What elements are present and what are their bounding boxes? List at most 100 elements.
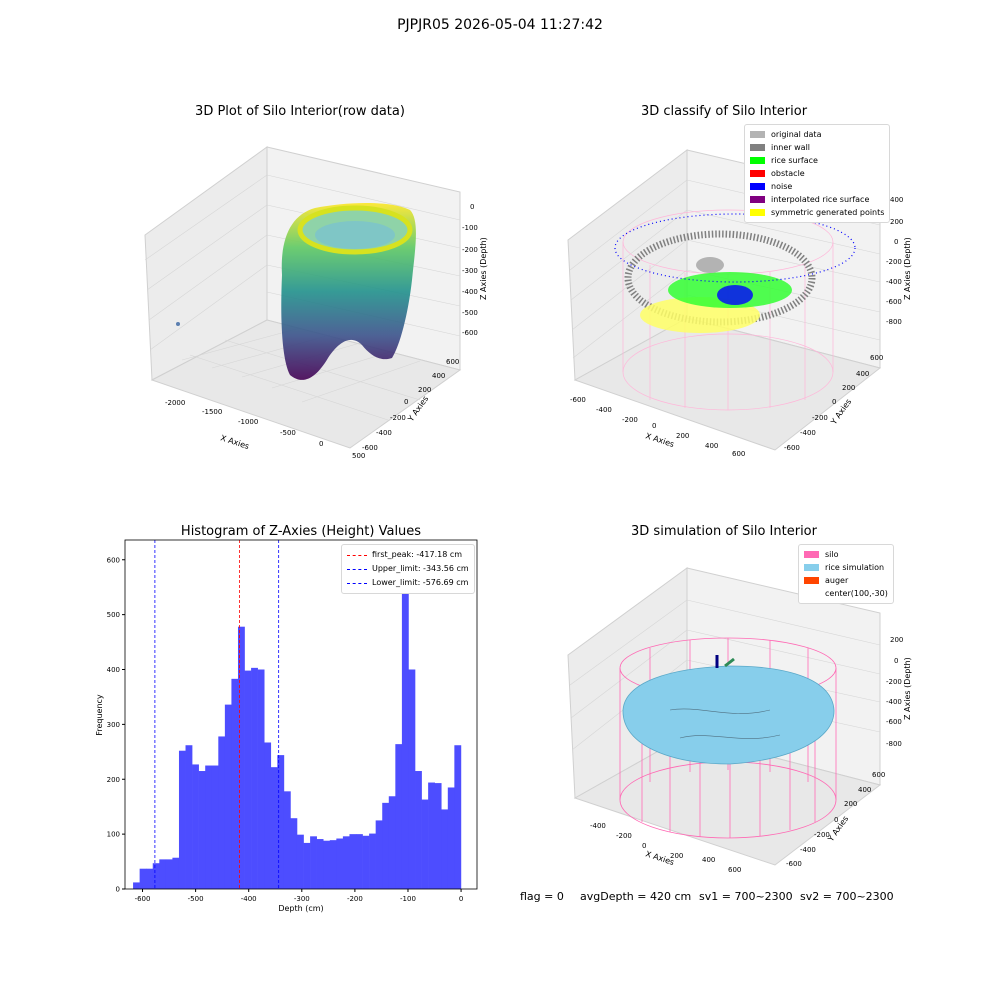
sim-x-tick: 600 xyxy=(728,866,741,874)
histogram-bar xyxy=(159,859,167,889)
histogram-bar xyxy=(375,820,383,889)
legend-label: Lower_limit: -576.69 cm xyxy=(372,578,469,587)
classify-y-tick: 400 xyxy=(856,370,869,378)
histogram-bar xyxy=(454,745,462,889)
legend-item-noise: noise xyxy=(750,180,884,193)
legend-swatch xyxy=(750,157,765,164)
histogram-x-tick-label: 0 xyxy=(459,895,463,903)
classify-plot-title: 3D classify of Silo Interior xyxy=(640,104,808,119)
sim-z-tick: 0 xyxy=(894,657,898,665)
histogram-bar xyxy=(237,626,245,889)
classify-legend: original data inner wall rice surface ob… xyxy=(744,124,891,223)
histogram-legend: first_peak: -417.18 cm Upper_limit: -343… xyxy=(341,544,475,594)
histogram-y-tick-label: 0 xyxy=(116,886,120,894)
histogram-bar xyxy=(362,835,370,889)
raw-z-tick: -400 xyxy=(462,288,478,296)
histogram-bar xyxy=(198,771,206,889)
histogram-bar xyxy=(146,868,154,889)
classify-3d-plot: -600 -400 -200 0 200 400 600 X Axies -60… xyxy=(567,148,912,458)
classify-y-tick: 200 xyxy=(842,384,855,392)
classify-x-tick: 600 xyxy=(732,450,745,458)
legend-swatch xyxy=(750,144,765,151)
classify-noise-ring xyxy=(614,213,856,283)
histogram-bar xyxy=(421,799,429,889)
raw-y-tick: -400 xyxy=(376,429,392,437)
classify-x-tick: 200 xyxy=(676,432,689,440)
sim-z-tick: -600 xyxy=(886,718,902,726)
histogram-bar xyxy=(415,771,422,889)
histogram-bar xyxy=(257,669,265,889)
sim-z-tick: -200 xyxy=(886,678,902,686)
sim-z-tick: -800 xyxy=(886,740,902,748)
classify-x-tick-labels: -600 -400 -200 0 200 400 600 xyxy=(570,396,745,458)
raw-x-tick-labels: -2000 -1500 -1000 -500 0 500 xyxy=(165,399,365,460)
sim-x-tick: 200 xyxy=(670,852,683,860)
histogram-bar xyxy=(356,834,363,889)
classify-z-tick-labels: 400 200 0 -200 -400 -600 -800 xyxy=(886,196,903,326)
figure-title: PJPJR05 2026-05-04 11:27:42 xyxy=(397,17,603,33)
legend-label: first_peak: -417.18 cm xyxy=(372,550,463,559)
histogram-bars xyxy=(133,554,462,889)
legend-swatch xyxy=(750,131,765,138)
sim-y-tick: 400 xyxy=(858,786,871,794)
legend-swatch xyxy=(750,183,765,190)
histogram-x-tick-label: -300 xyxy=(294,895,310,903)
classify-y-tick: -600 xyxy=(784,444,800,452)
status-sv1: sv1 = 700~2300 xyxy=(699,890,793,903)
raw-y-tick: 200 xyxy=(418,386,431,394)
raw-z-tick: -600 xyxy=(462,329,478,337)
classify-x-tick: 0 xyxy=(652,422,656,430)
histogram-bar xyxy=(133,882,140,889)
raw-y-tick: 0 xyxy=(404,398,408,406)
histogram-bar xyxy=(428,782,435,889)
classify-z-tick: 0 xyxy=(894,238,898,246)
histogram-y-tick-label: 600 xyxy=(107,556,120,564)
histogram-bar xyxy=(224,704,232,889)
classify-z-tick: -600 xyxy=(886,298,902,306)
histogram-bar xyxy=(342,836,350,889)
histogram-bar xyxy=(139,868,147,889)
histogram-bar xyxy=(283,791,291,889)
histogram-y-tick-label: 200 xyxy=(107,776,120,784)
legend-swatch xyxy=(750,170,765,177)
histogram-x-tick-label: -500 xyxy=(188,895,204,903)
classify-x-axis-label: X Axies xyxy=(644,431,675,449)
status-flag: flag = 0 xyxy=(520,890,564,903)
raw-y-tick: 600 xyxy=(446,358,459,366)
legend-label: center(100,-30) xyxy=(825,589,888,598)
raw-x-axis-label: X Axies xyxy=(219,433,250,451)
sim-z-tick: 200 xyxy=(890,636,903,644)
histogram-y-ticks: 0 100 200 300 400 500 600 xyxy=(107,556,125,894)
classify-z-tick: -200 xyxy=(886,258,902,266)
sim-y-tick: 600 xyxy=(872,771,885,779)
histogram-bar xyxy=(211,765,219,889)
histogram-x-axis-label: Depth (cm) xyxy=(278,904,323,913)
raw-z-tick: -500 xyxy=(462,309,478,317)
legend-label: rice simulation xyxy=(825,563,885,572)
legend-swatch xyxy=(804,564,819,571)
legend-label: symmetric generated points xyxy=(771,208,885,217)
legend-item-obstacle: obstacle xyxy=(750,167,884,180)
simulation-3d-plot: -400 -200 0 200 400 600 X Axies -600 -40… xyxy=(567,567,912,874)
classify-y-tick: -200 xyxy=(812,414,828,422)
legend-item-upper-limit: Upper_limit: -343.56 cm xyxy=(347,562,469,576)
classify-z-tick: -400 xyxy=(886,278,902,286)
histogram-bar xyxy=(244,670,252,889)
histogram-x-ticks: -600 -500 -400 -300 -200 -100 0 xyxy=(135,889,463,903)
histogram-bar xyxy=(270,767,278,889)
raw-plot-title: 3D Plot of Silo Interior(row data) xyxy=(195,104,405,119)
sim-z-tick: -400 xyxy=(886,698,902,706)
histogram-bar xyxy=(408,669,416,889)
sim-z-axis-label: Z Axies (Depth) xyxy=(903,657,912,720)
histogram-y-tick-label: 100 xyxy=(107,831,120,839)
histogram-bar xyxy=(231,678,239,889)
histogram-bar xyxy=(369,833,376,889)
legend-line xyxy=(347,554,367,556)
histogram-x-tick-label: -400 xyxy=(241,895,257,903)
histogram-title: Histogram of Z-Axies (Height) Values xyxy=(180,524,422,539)
classify-z-tick: -800 xyxy=(886,318,902,326)
histogram-bar xyxy=(316,839,324,889)
legend-label: interpolated rice surface xyxy=(771,195,870,204)
raw-z-tick: -300 xyxy=(462,267,478,275)
histogram-bar xyxy=(296,834,304,889)
